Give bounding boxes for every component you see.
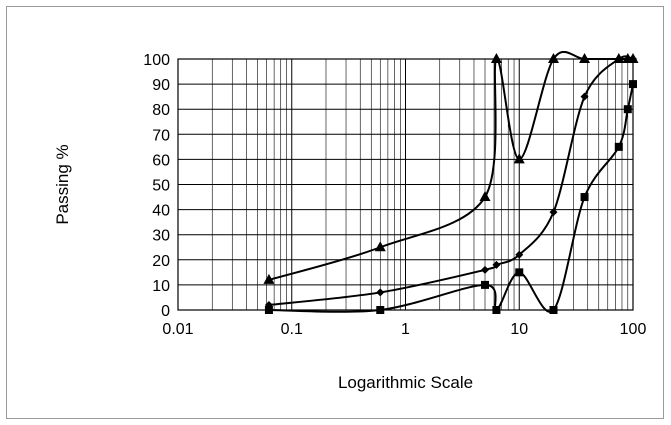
data-point-diamond (481, 265, 490, 274)
x-tick-label: 0.1 (281, 321, 303, 338)
data-point-triangle (547, 53, 559, 63)
y-tick-label: 80 (152, 102, 170, 119)
y-tick-label: 30 (152, 228, 170, 245)
y-tick-label: 50 (152, 178, 170, 195)
series-triangle (263, 51, 639, 284)
data-point-diamond (629, 55, 637, 63)
data-point-triangle (263, 273, 275, 284)
x-tick-label: 100 (620, 321, 647, 338)
y-tick-label: 40 (152, 203, 170, 220)
data-point-square (515, 268, 524, 277)
x-tick-labels: 0.01 0.1 1 10 100 (162, 321, 646, 338)
data-point-square (623, 105, 632, 114)
data-point-square (376, 306, 385, 314)
y-tick-labels: 0 10 20 30 40 50 60 70 80 90 100 (143, 52, 170, 320)
data-point-square (481, 280, 490, 289)
y-tick-label: 0 (161, 303, 170, 320)
data-point-triangle (490, 53, 502, 63)
x-axis-title: Logarithmic Scale (338, 373, 473, 392)
series-line-triangle (268, 51, 633, 281)
y-tick-label: 100 (143, 52, 170, 69)
data-point-square (629, 80, 637, 89)
series-line-diamond (268, 55, 633, 306)
data-point-triangle (479, 191, 491, 202)
series-square (264, 80, 637, 314)
series-layer (263, 51, 639, 314)
data-point-diamond (580, 92, 589, 101)
y-tick-label: 60 (152, 152, 170, 169)
data-point-square (614, 142, 623, 151)
x-tick-label: 0.01 (162, 321, 193, 338)
series-line-square (268, 83, 633, 313)
gridlines (177, 58, 633, 311)
data-point-triangle (579, 53, 591, 63)
data-point-diamond (614, 55, 623, 63)
plot-area (177, 58, 634, 311)
data-point-diamond (492, 260, 501, 269)
data-point-diamond (515, 250, 524, 259)
y-tick-label: 90 (152, 77, 170, 94)
series-diamond (264, 55, 637, 309)
x-tick-label: 10 (510, 321, 528, 338)
y-tick-label: 20 (152, 253, 170, 270)
data-point-square (264, 306, 273, 314)
data-point-triangle (374, 241, 386, 252)
y-tick-label: 70 (152, 127, 170, 144)
y-tick-label: 10 (152, 278, 170, 295)
x-tick-label: 1 (401, 321, 410, 338)
data-point-diamond (376, 288, 385, 297)
data-point-square (549, 306, 558, 314)
data-point-square (492, 306, 501, 314)
y-axis-title: Passing % (53, 144, 72, 224)
data-point-square (580, 193, 589, 202)
data-point-triangle (513, 153, 525, 164)
data-point-diamond (549, 208, 558, 217)
